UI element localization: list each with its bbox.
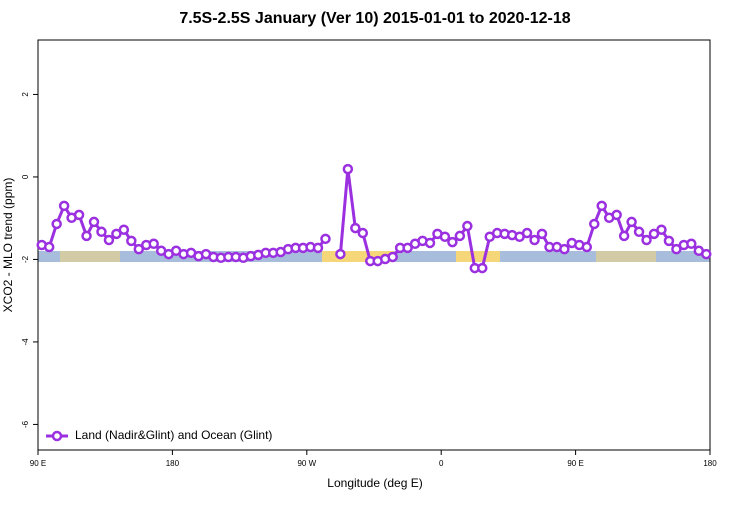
data-point <box>462 220 473 232</box>
data-point <box>648 228 660 240</box>
legend-label: Land (Nadir&Glint) and Ocean (Glint) <box>75 428 272 442</box>
data-point <box>454 230 466 242</box>
data-point <box>350 222 361 234</box>
data-point <box>133 243 145 255</box>
data-point <box>424 237 436 249</box>
data-point <box>447 236 458 248</box>
land-strip <box>596 251 656 262</box>
data-point <box>671 243 682 255</box>
data-point <box>611 209 622 221</box>
data-point <box>118 224 130 235</box>
data-point <box>529 234 540 246</box>
data-point <box>402 242 413 254</box>
data-point <box>73 209 85 221</box>
data-point <box>58 200 70 212</box>
x-axis-label: Longitude (deg E) <box>327 476 422 490</box>
data-point <box>581 241 593 253</box>
data-point <box>618 230 630 242</box>
data-point <box>559 243 570 255</box>
data-point <box>148 238 159 250</box>
y-tick-label: 0 <box>21 174 30 179</box>
y-tick-label: -6 <box>21 420 30 428</box>
y-tick-label: 2 <box>21 92 30 97</box>
data-point <box>342 163 354 175</box>
data-point <box>626 216 637 228</box>
data-point <box>51 218 62 230</box>
y-tick-label: -4 <box>21 338 30 346</box>
land-strip <box>456 251 500 262</box>
data-point <box>357 227 369 239</box>
y-axis-label: XCO2 - MLO trend (ppm) <box>1 178 15 313</box>
data-point <box>686 238 697 250</box>
data-point <box>312 242 324 254</box>
data-point <box>111 228 122 240</box>
legend-marker <box>51 430 63 442</box>
data-point <box>43 241 55 253</box>
data-point <box>663 235 675 247</box>
data-point <box>439 231 451 243</box>
data-point <box>596 200 607 212</box>
x-tick-label: 90 E <box>30 459 46 468</box>
data-point <box>81 230 92 242</box>
x-tick-label: 180 <box>703 459 717 468</box>
data-point <box>589 218 600 230</box>
x-tick-label: 0 <box>439 459 444 468</box>
x-tick-label: 90 W <box>297 459 316 468</box>
data-point <box>641 234 652 246</box>
y-tick-label: -2 <box>21 255 30 263</box>
data-point <box>701 248 712 260</box>
chart-title: 7.5S-2.5S January (Ver 10) 2015-01-01 to… <box>179 10 570 27</box>
data-point <box>126 235 137 247</box>
land-strip <box>322 251 394 262</box>
data-point <box>387 251 398 263</box>
data-point <box>88 216 100 228</box>
data-point <box>320 233 331 245</box>
data-point <box>477 262 488 274</box>
data-point <box>335 248 346 260</box>
x-tick-label: 180 <box>166 459 180 468</box>
data-point <box>96 226 107 238</box>
surface-strip <box>38 251 710 262</box>
x-tick-label: 90 E <box>567 459 583 468</box>
data-point <box>633 226 645 238</box>
data-point <box>656 224 667 235</box>
data-point <box>536 228 548 240</box>
land-strip <box>60 251 120 262</box>
data-point <box>521 227 533 239</box>
data-point <box>103 234 115 246</box>
